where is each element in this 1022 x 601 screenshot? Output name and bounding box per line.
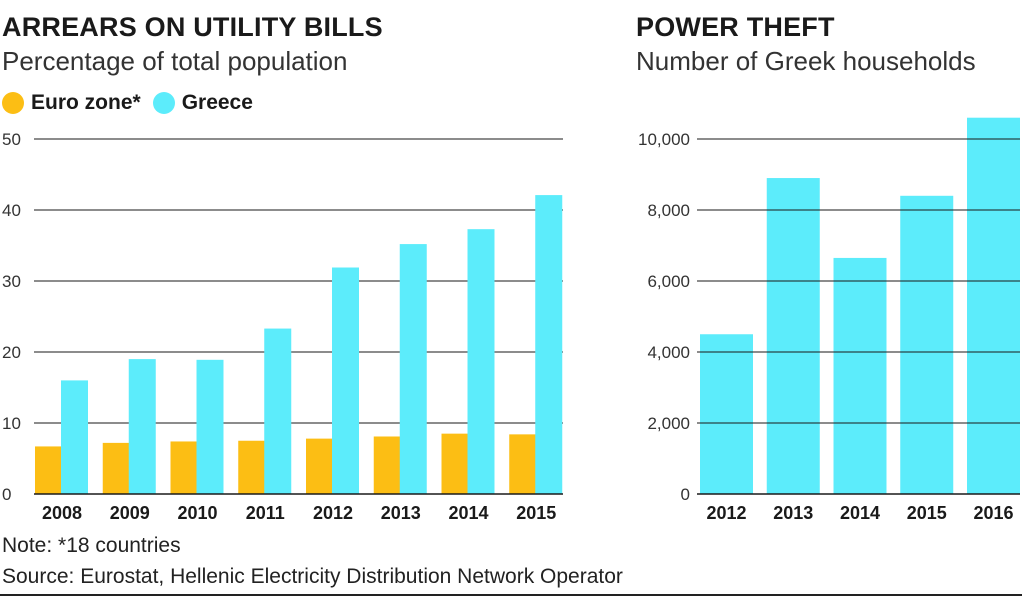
x-tick-label: 2013	[773, 503, 813, 523]
bar-euro-zone	[238, 440, 266, 494]
y-tick-label: 50	[2, 130, 21, 149]
bar-power-theft	[700, 334, 753, 494]
left-chart-title: ARREARS ON UTILITY BILLS	[2, 12, 383, 42]
x-tick-label: 2016	[973, 503, 1013, 523]
bar-greece	[128, 359, 156, 494]
bar-greece	[332, 267, 359, 494]
legend: Euro zone* Greece	[2, 90, 265, 116]
x-tick-label: 2014	[840, 503, 880, 523]
x-tick-label: 2008	[42, 503, 82, 523]
y-tick-label: 4,000	[647, 343, 690, 362]
y-tick-label: 2,000	[647, 414, 690, 433]
legend-item-greece: Greece	[152, 91, 253, 115]
x-tick-label: 2012	[706, 503, 746, 523]
right-chart-title: POWER THEFT	[636, 12, 835, 42]
x-tick-label: 2010	[177, 503, 217, 523]
x-tick-label: 2015	[907, 503, 947, 523]
x-tick-label: 2014	[448, 503, 488, 523]
source-note: Source: Eurostat, Hellenic Electricity D…	[2, 565, 623, 588]
bar-greece	[535, 195, 563, 494]
legend-item-euro-zone: Euro zone*	[2, 91, 141, 115]
y-tick-label: 10	[2, 414, 21, 433]
y-tick-label: 0	[2, 485, 11, 504]
bar-euro-zone	[373, 436, 401, 494]
bar-power-theft	[967, 117, 1020, 494]
legend-swatch-greece	[152, 92, 175, 114]
bottom-rule	[0, 594, 1022, 596]
x-tick-label: 2009	[110, 503, 150, 523]
bar-greece	[264, 328, 292, 494]
legend-label-greece: Greece	[181, 91, 253, 114]
bar-power-theft	[900, 195, 954, 495]
bar-greece	[61, 380, 88, 494]
y-tick-label: 20	[2, 343, 21, 362]
x-tick-label: 2013	[381, 503, 421, 523]
bar-euro-zone	[509, 434, 537, 494]
right-chart-subtitle: Number of Greek households	[636, 46, 976, 76]
bar-euro-zone	[35, 446, 62, 494]
y-tick-label: 30	[2, 272, 21, 291]
bar-euro-zone	[170, 441, 198, 494]
arrears-bar-chart: 0 10 20 30 40 50 2008 2009 2010 2011 2012 2013 2014 2…	[2, 130, 563, 523]
x-tick-label: 2015	[516, 503, 556, 523]
y-tick-label: 40	[2, 201, 21, 220]
bar-euro-zone	[306, 438, 333, 494]
y-tick-label: 6,000	[647, 272, 690, 291]
y-tick-label: 10,000	[638, 130, 690, 149]
legend-swatch-euro-zone	[2, 92, 24, 114]
power-theft-bar-chart: 0 2,000 4,000 6,000 8,000 10,000 2012 2013 2014 2…	[638, 117, 1020, 523]
legend-label-euro-zone: Euro zone*	[31, 91, 141, 114]
bar-greece	[196, 359, 224, 494]
left-chart-subtitle: Percentage of total population	[2, 46, 348, 76]
bar-power-theft	[766, 178, 820, 495]
bar-power-theft	[833, 257, 887, 494]
x-tick-label: 2011	[246, 503, 285, 523]
y-tick-label: 8,000	[647, 201, 690, 220]
bar-greece	[467, 229, 495, 495]
bar-euro-zone	[441, 433, 469, 494]
y-tick-label: 0	[681, 485, 690, 504]
bar-euro-zone	[102, 442, 130, 494]
footnote: Note: *18 countries	[2, 534, 181, 557]
x-tick-label: 2012	[313, 503, 353, 523]
bar-greece	[399, 244, 427, 494]
